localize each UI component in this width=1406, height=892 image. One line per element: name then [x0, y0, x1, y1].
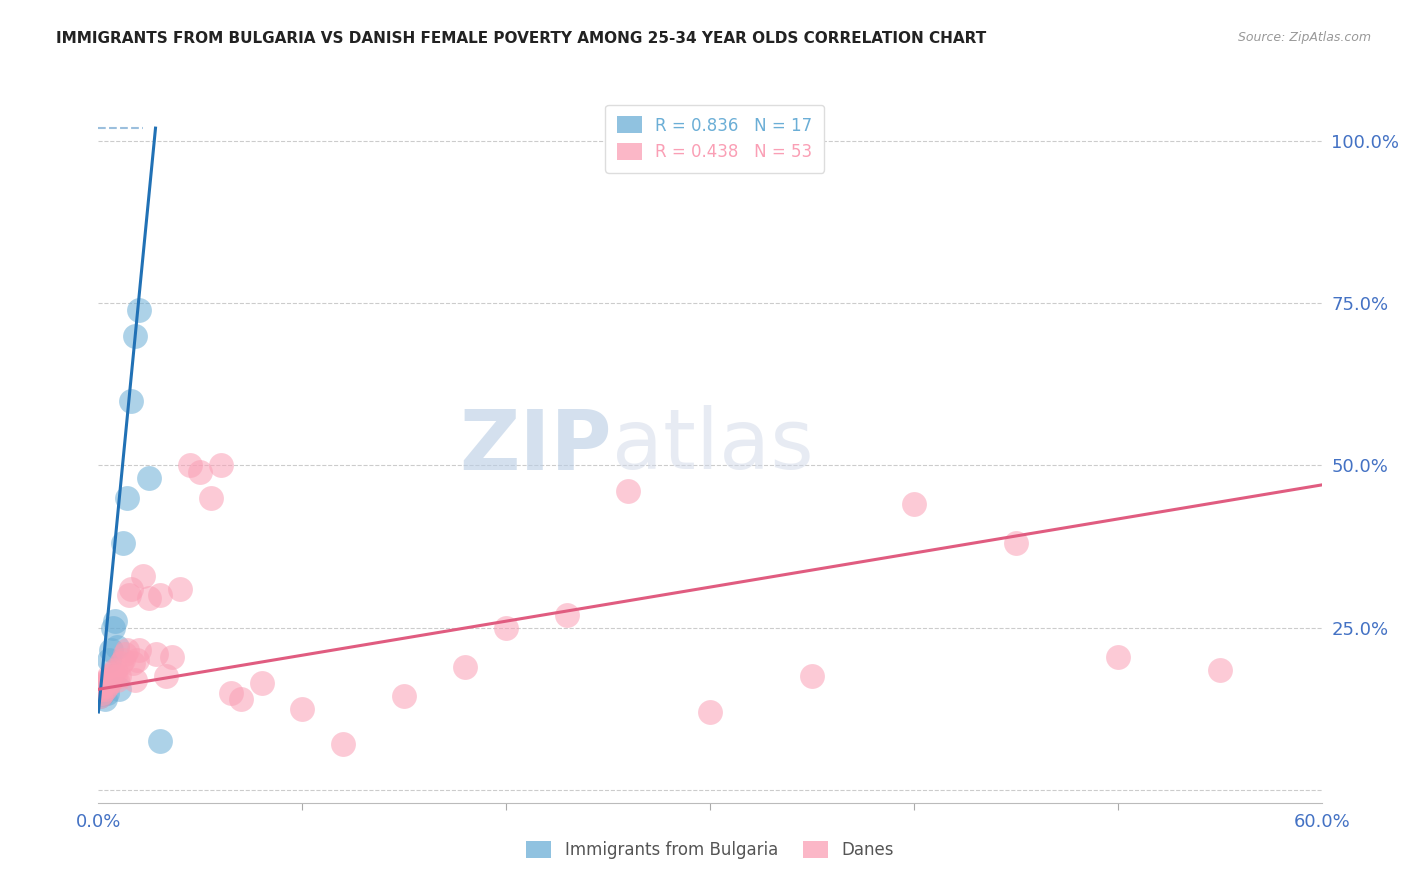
- Point: [231, 692, 253, 706]
- Point: [801, 669, 824, 683]
- Point: [903, 497, 925, 511]
- Point: [101, 621, 124, 635]
- Point: [145, 647, 167, 661]
- Point: [93, 692, 115, 706]
- Text: IMMIGRANTS FROM BULGARIA VS DANISH FEMALE POVERTY AMONG 25-34 YEAR OLDS CORRELAT: IMMIGRANTS FROM BULGARIA VS DANISH FEMAL…: [56, 31, 987, 46]
- Point: [124, 328, 146, 343]
- Point: [100, 673, 122, 687]
- Point: [89, 682, 111, 697]
- Point: [128, 643, 150, 657]
- Point: [188, 465, 212, 479]
- Point: [132, 568, 155, 582]
- Point: [124, 673, 146, 687]
- Legend: Immigrants from Bulgaria, Danes: Immigrants from Bulgaria, Danes: [520, 834, 900, 866]
- Point: [97, 653, 120, 667]
- Point: [97, 675, 120, 690]
- Point: [1107, 649, 1129, 664]
- Point: [104, 663, 127, 677]
- Point: [160, 649, 183, 664]
- Point: [89, 689, 111, 703]
- Point: [118, 588, 141, 602]
- Point: [617, 484, 640, 499]
- Text: ZIP: ZIP: [460, 406, 612, 486]
- Point: [93, 682, 115, 697]
- Point: [96, 673, 118, 687]
- Point: [138, 591, 160, 606]
- Point: [149, 734, 172, 748]
- Point: [127, 653, 149, 667]
- Point: [115, 643, 138, 657]
- Point: [699, 705, 721, 719]
- Point: [120, 582, 142, 596]
- Point: [91, 685, 114, 699]
- Point: [111, 536, 134, 550]
- Point: [100, 643, 122, 657]
- Point: [169, 582, 191, 596]
- Point: [495, 621, 517, 635]
- Point: [105, 640, 128, 654]
- Point: [219, 685, 242, 699]
- Point: [149, 588, 172, 602]
- Point: [96, 679, 118, 693]
- Point: [138, 471, 160, 485]
- Point: [200, 491, 222, 505]
- Point: [128, 302, 150, 317]
- Point: [104, 669, 127, 683]
- Point: [111, 653, 134, 667]
- Point: [105, 673, 128, 687]
- Point: [454, 659, 477, 673]
- Point: [1209, 663, 1232, 677]
- Text: atlas: atlas: [612, 406, 814, 486]
- Point: [89, 689, 111, 703]
- Point: [557, 607, 579, 622]
- Point: [115, 491, 138, 505]
- Point: [91, 687, 114, 701]
- Point: [179, 458, 201, 473]
- Point: [97, 669, 120, 683]
- Point: [114, 647, 136, 661]
- Point: [120, 393, 142, 408]
- Point: [250, 675, 273, 690]
- Point: [93, 675, 115, 690]
- Point: [122, 657, 145, 671]
- Point: [108, 682, 131, 697]
- Point: [101, 666, 124, 681]
- Point: [91, 679, 114, 693]
- Point: [96, 685, 118, 699]
- Point: [332, 738, 354, 752]
- Point: [209, 458, 232, 473]
- Point: [155, 669, 177, 683]
- Point: [110, 657, 132, 671]
- Point: [104, 614, 127, 628]
- Point: [1004, 536, 1026, 550]
- Point: [108, 669, 131, 683]
- Point: [392, 689, 416, 703]
- Text: Source: ZipAtlas.com: Source: ZipAtlas.com: [1237, 31, 1371, 45]
- Point: [291, 702, 314, 716]
